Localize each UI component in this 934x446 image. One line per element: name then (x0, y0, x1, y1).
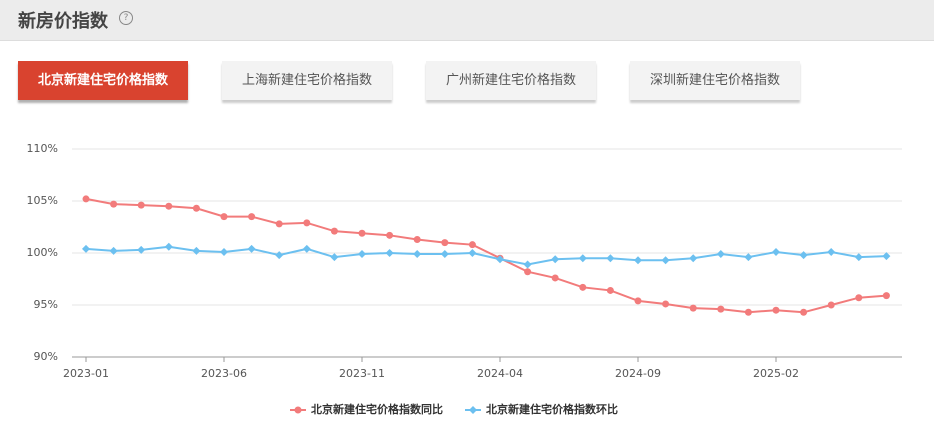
data-point (303, 219, 311, 227)
data-point (772, 306, 780, 314)
data-point (524, 268, 532, 276)
x-tick-label: 2024-04 (477, 367, 523, 380)
x-tick-label: 2025-02 (753, 367, 799, 380)
data-point (716, 250, 725, 259)
data-point (579, 283, 587, 291)
legend-marker (294, 406, 302, 414)
data-point (440, 250, 449, 259)
data-point (110, 200, 118, 208)
data-point (192, 204, 200, 212)
data-point (275, 220, 283, 228)
data-point (496, 255, 504, 264)
x-tick-label: 2024-09 (615, 367, 661, 380)
data-point (137, 201, 145, 209)
data-point (302, 244, 311, 253)
series-line (85, 245, 887, 266)
data-point (634, 256, 642, 265)
data-point (662, 300, 670, 308)
data-point (744, 308, 752, 316)
data-point (523, 260, 532, 269)
data-point (137, 245, 146, 254)
data-point (689, 304, 697, 312)
tab[interactable]: 上海新建住宅价格指数 (222, 61, 392, 100)
data-point (82, 195, 90, 203)
data-point (413, 235, 421, 243)
data-point (634, 297, 642, 305)
data-point (358, 250, 366, 259)
x-tick-label: 2023-06 (201, 367, 247, 380)
data-point (468, 241, 476, 249)
data-point (661, 256, 670, 265)
x-tick-label: 2023-11 (339, 367, 385, 380)
data-point (385, 249, 394, 257)
data-point (165, 202, 173, 210)
tab[interactable]: 广州新建住宅价格指数 (426, 61, 596, 100)
data-point (717, 305, 725, 313)
page-title: 新房价指数 (18, 11, 108, 32)
data-point (164, 242, 173, 251)
x-tick-label: 2023-01 (63, 367, 109, 380)
data-point (772, 247, 780, 256)
data-point (275, 251, 284, 260)
tab[interactable]: 北京新建住宅价格指数 (18, 61, 188, 100)
data-point (413, 250, 422, 259)
data-point (855, 294, 863, 302)
legend-marker (469, 406, 477, 414)
header: 新房价指数? (0, 0, 934, 41)
data-point (248, 213, 256, 221)
data-point (330, 253, 339, 262)
data-point (192, 246, 201, 255)
data-point (882, 252, 891, 261)
data-point (827, 247, 836, 256)
data-point (330, 227, 338, 235)
y-tick-label: 95% (34, 298, 58, 311)
data-point (109, 246, 118, 255)
legend-label: 北京新建住宅价格指数环比 (486, 402, 618, 416)
data-point (578, 254, 587, 263)
data-point (551, 274, 559, 282)
data-point (386, 231, 394, 239)
help-icon[interactable]: ? (119, 11, 133, 25)
data-point (468, 249, 477, 257)
y-tick-label: 90% (34, 350, 58, 363)
data-point (551, 255, 560, 264)
data-point (882, 292, 890, 300)
data-point (247, 244, 256, 253)
data-point (82, 244, 90, 253)
y-tick-label: 105% (27, 194, 58, 207)
data-point (689, 254, 698, 263)
data-point (441, 239, 449, 247)
y-tick-label: 100% (27, 246, 58, 259)
data-point (358, 229, 366, 237)
data-point (744, 253, 753, 262)
data-point (827, 301, 835, 309)
series-line (85, 197, 887, 314)
data-point (220, 247, 228, 256)
data-point (220, 213, 228, 221)
data-point (854, 253, 863, 262)
y-tick-label: 110% (27, 142, 58, 155)
data-point (800, 308, 808, 316)
legend-label: 北京新建住宅价格指数同比 (311, 402, 443, 416)
data-point (799, 251, 808, 260)
data-point (606, 286, 614, 294)
data-point (606, 254, 615, 263)
tab[interactable]: 深圳新建住宅价格指数 (630, 61, 800, 100)
